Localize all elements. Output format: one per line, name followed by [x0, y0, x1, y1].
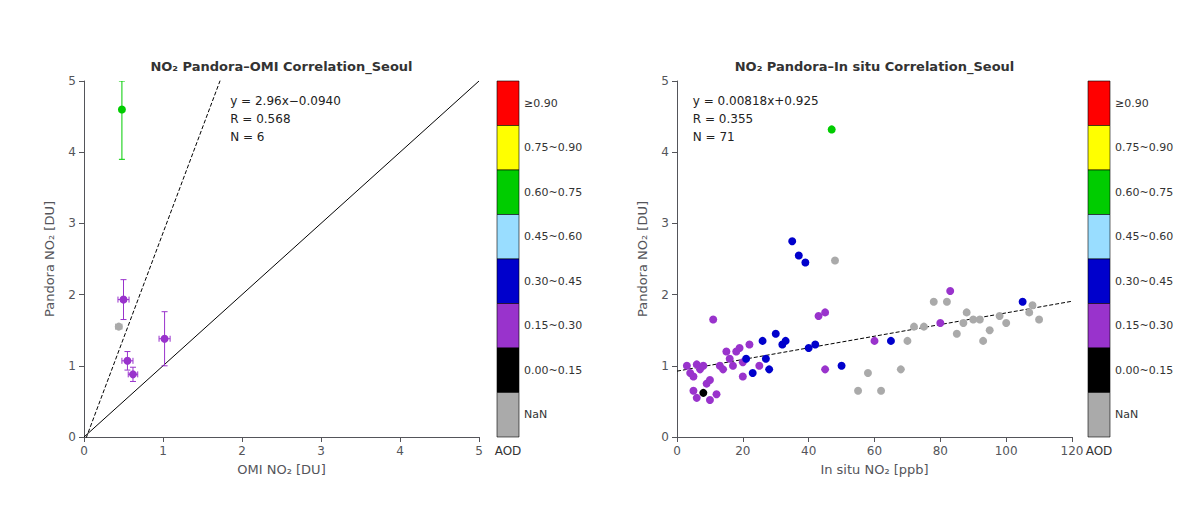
svg-text:N = 71: N = 71 — [693, 130, 735, 144]
svg-text:1: 1 — [159, 444, 167, 458]
svg-text:0: 0 — [80, 444, 88, 458]
svg-text:R = 0.568: R = 0.568 — [230, 112, 290, 126]
svg-text:y = 2.96x−0.0940: y = 2.96x−0.0940 — [230, 94, 341, 108]
svg-text:2: 2 — [661, 288, 669, 302]
svg-text:40: 40 — [801, 444, 816, 458]
svg-text:5: 5 — [661, 74, 669, 88]
svg-text:R = 0.355: R = 0.355 — [693, 112, 753, 126]
svg-text:100: 100 — [995, 444, 1018, 458]
svg-text:0: 0 — [673, 444, 681, 458]
svg-text:N = 6: N = 6 — [230, 130, 264, 144]
svg-text:NaN: NaN — [1115, 408, 1138, 421]
svg-text:Pandora NO₂ [DU]: Pandora NO₂ [DU] — [42, 201, 57, 317]
svg-text:NO₂ Pandora–In situ Correlatio: NO₂ Pandora–In situ Correlation_Seoul — [735, 59, 1015, 75]
svg-text:y = 0.00818x+0.925: y = 0.00818x+0.925 — [693, 94, 819, 108]
svg-text:NaN: NaN — [524, 408, 547, 421]
svg-text:4: 4 — [68, 145, 76, 159]
svg-text:0.75~0.90: 0.75~0.90 — [524, 141, 582, 154]
svg-text:2: 2 — [238, 444, 246, 458]
svg-text:3: 3 — [68, 216, 76, 230]
svg-text:0.15~0.30: 0.15~0.30 — [524, 319, 582, 332]
svg-text:120: 120 — [1061, 444, 1084, 458]
svg-text:0.30~0.45: 0.30~0.45 — [1115, 275, 1173, 288]
svg-text:≥0.90: ≥0.90 — [1115, 97, 1149, 110]
svg-text:0.60~0.75: 0.60~0.75 — [524, 186, 582, 199]
svg-text:4: 4 — [661, 145, 669, 159]
svg-text:0.00~0.15: 0.00~0.15 — [524, 364, 582, 377]
svg-text:1: 1 — [661, 359, 669, 373]
svg-text:0.75~0.90: 0.75~0.90 — [1115, 141, 1173, 154]
svg-text:0.45~0.60: 0.45~0.60 — [524, 230, 582, 243]
svg-text:0.45~0.60: 0.45~0.60 — [1115, 230, 1173, 243]
svg-text:0: 0 — [68, 430, 76, 444]
svg-text:5: 5 — [68, 74, 76, 88]
svg-text:Pandora NO₂ [DU]: Pandora NO₂ [DU] — [635, 201, 650, 317]
svg-text:AOD: AOD — [1086, 444, 1113, 458]
svg-text:0.30~0.45: 0.30~0.45 — [524, 275, 582, 288]
svg-text:60: 60 — [867, 444, 882, 458]
svg-text:20: 20 — [735, 444, 750, 458]
svg-text:2: 2 — [68, 288, 76, 302]
svg-text:0: 0 — [661, 430, 669, 444]
svg-text:0.15~0.30: 0.15~0.30 — [1115, 319, 1173, 332]
svg-text:In situ NO₂ [ppb]: In situ NO₂ [ppb] — [820, 462, 928, 477]
svg-text:≥0.90: ≥0.90 — [524, 97, 558, 110]
svg-text:80: 80 — [933, 444, 948, 458]
svg-text:4: 4 — [396, 444, 404, 458]
svg-text:3: 3 — [317, 444, 325, 458]
svg-text:NO₂ Pandora–OMI Correlation_Se: NO₂ Pandora–OMI Correlation_Seoul — [150, 59, 412, 75]
svg-text:0.60~0.75: 0.60~0.75 — [1115, 186, 1173, 199]
svg-text:1: 1 — [68, 359, 76, 373]
svg-text:3: 3 — [661, 216, 669, 230]
svg-text:AOD: AOD — [495, 444, 522, 458]
svg-text:OMI NO₂ [DU]: OMI NO₂ [DU] — [237, 462, 325, 477]
svg-text:5: 5 — [475, 444, 483, 458]
svg-text:0.00~0.15: 0.00~0.15 — [1115, 364, 1173, 377]
